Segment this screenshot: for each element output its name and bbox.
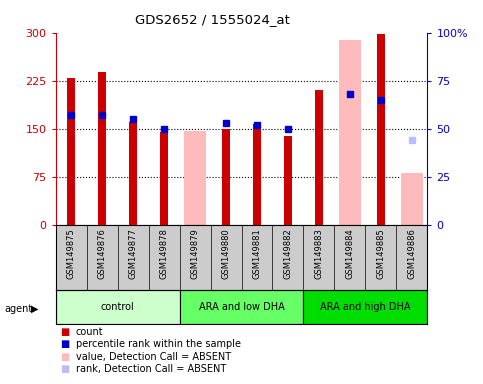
Bar	[315, 90, 323, 225]
Text: GSM149878: GSM149878	[159, 228, 169, 279]
Bar	[284, 136, 292, 225]
Text: value, Detection Call = ABSENT: value, Detection Call = ABSENT	[76, 352, 231, 362]
Text: GSM149881: GSM149881	[253, 228, 261, 279]
Bar	[253, 124, 261, 225]
Bar	[339, 40, 361, 225]
Text: GSM149877: GSM149877	[128, 228, 138, 279]
Text: percentile rank within the sample: percentile rank within the sample	[76, 339, 241, 349]
Text: ARA and low DHA: ARA and low DHA	[199, 302, 284, 312]
Text: ■: ■	[60, 327, 70, 337]
Bar	[67, 78, 75, 225]
Bar	[56, 290, 180, 324]
Text: ▶: ▶	[31, 304, 39, 314]
Text: GSM149876: GSM149876	[98, 228, 107, 279]
Bar	[303, 290, 427, 324]
Bar	[180, 290, 303, 324]
Bar	[377, 34, 385, 225]
Bar	[129, 122, 137, 225]
Text: count: count	[76, 327, 103, 337]
Text: GSM149885: GSM149885	[376, 228, 385, 279]
Text: ■: ■	[60, 339, 70, 349]
Bar	[184, 131, 206, 225]
Text: GSM149879: GSM149879	[190, 228, 199, 279]
Text: ■: ■	[60, 364, 70, 374]
Text: GSM149882: GSM149882	[284, 228, 293, 279]
Bar	[160, 132, 168, 225]
Bar	[222, 129, 230, 225]
Text: GSM149875: GSM149875	[67, 228, 75, 279]
Text: rank, Detection Call = ABSENT: rank, Detection Call = ABSENT	[76, 364, 226, 374]
Bar	[98, 72, 106, 225]
Text: GSM149884: GSM149884	[345, 228, 355, 279]
Text: GSM149886: GSM149886	[408, 228, 416, 279]
Text: GSM149880: GSM149880	[222, 228, 230, 279]
Text: ARA and high DHA: ARA and high DHA	[320, 302, 411, 312]
Bar	[401, 174, 423, 225]
Text: agent: agent	[5, 304, 33, 314]
Text: ■: ■	[60, 352, 70, 362]
Text: GSM149883: GSM149883	[314, 228, 324, 279]
Text: control: control	[100, 302, 134, 312]
Text: GDS2652 / 1555024_at: GDS2652 / 1555024_at	[135, 13, 290, 26]
